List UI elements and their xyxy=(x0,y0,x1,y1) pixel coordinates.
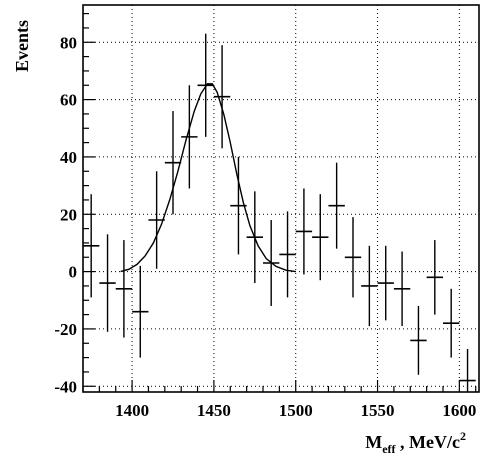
data-point xyxy=(148,171,165,269)
y-tick-label: 80 xyxy=(60,33,77,52)
y-tick-label: 60 xyxy=(60,91,77,110)
data-point xyxy=(443,288,460,358)
x-tick-label: 1400 xyxy=(115,401,149,420)
fit-curve-layer xyxy=(120,83,296,273)
data-point xyxy=(132,265,149,358)
data-point xyxy=(361,245,378,327)
data-point xyxy=(99,234,116,332)
data-point xyxy=(459,349,476,392)
data-point xyxy=(295,188,313,275)
data-point xyxy=(197,33,214,137)
data-point xyxy=(410,306,427,375)
data-point xyxy=(263,220,280,306)
x-axis-label-sub: eff xyxy=(382,442,396,456)
data-point xyxy=(377,245,394,321)
data-point xyxy=(246,191,263,284)
plot-frame xyxy=(82,4,480,393)
grid xyxy=(83,5,479,392)
x-tick-label: 1550 xyxy=(361,401,395,420)
data-point xyxy=(115,240,133,338)
x-tick-labels: 1400 1450 1500 1550 1600 xyxy=(115,401,476,420)
data-point xyxy=(164,111,182,215)
y-tick-label: -40 xyxy=(54,377,77,396)
data-point xyxy=(279,211,296,298)
ticks xyxy=(82,13,477,392)
x-axis-label-main: M xyxy=(365,432,382,452)
data-point xyxy=(213,45,231,149)
data-point xyxy=(344,217,362,298)
data-point xyxy=(312,194,329,281)
data-point xyxy=(181,85,198,189)
x-axis-label-sup: 2 xyxy=(460,429,466,443)
fit-curve xyxy=(120,83,296,273)
y-tick-label: 20 xyxy=(60,205,77,224)
x-axis-label: Meff , MeV/c2 xyxy=(365,429,466,456)
data-point xyxy=(426,240,443,315)
y-tick-label: 40 xyxy=(60,148,77,167)
y-tick-label: 0 xyxy=(69,263,78,282)
y-axis-label: Events xyxy=(12,20,32,72)
data-point xyxy=(83,194,100,298)
data-point xyxy=(230,156,247,255)
data-points xyxy=(83,33,476,392)
x-tick-label: 1600 xyxy=(442,401,476,420)
x-axis-label-rest: , MeV/c xyxy=(396,432,460,452)
data-point xyxy=(393,251,411,327)
data-point xyxy=(328,162,345,249)
y-tick-label: -20 xyxy=(54,320,77,339)
y-tick-labels: -40 -20 0 20 40 60 80 xyxy=(54,33,77,396)
x-tick-label: 1450 xyxy=(197,401,231,420)
x-tick-label: 1500 xyxy=(279,401,313,420)
